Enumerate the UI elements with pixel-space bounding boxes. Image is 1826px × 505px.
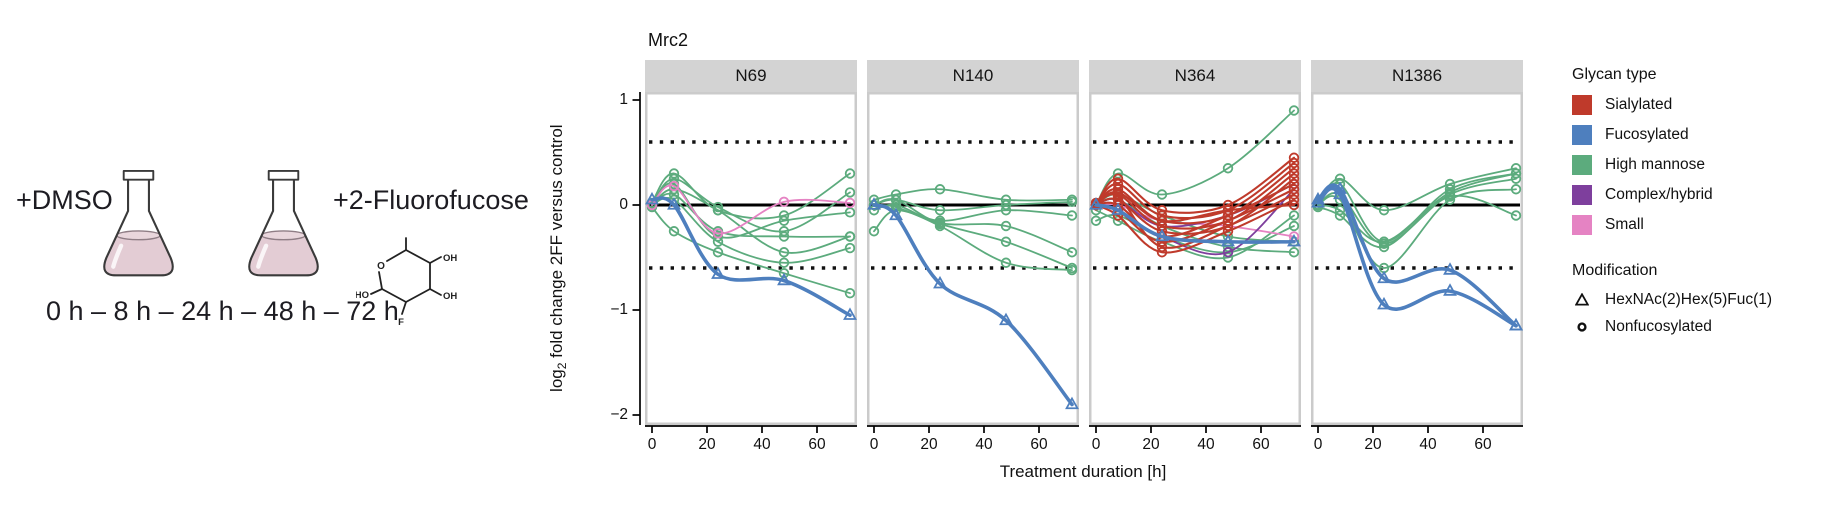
legend-item-label: Fucosylated <box>1605 126 1689 143</box>
molecule-ho-left: HO <box>356 290 369 301</box>
x-tick-label: 20 <box>920 436 938 453</box>
y-tick-label: 1 <box>619 91 628 108</box>
flask-dmso-label: +DMSO <box>16 185 113 215</box>
x-tick-label: 60 <box>1252 436 1270 453</box>
x-tick-label: 0 <box>1313 436 1323 453</box>
legend-modification-title: Modification <box>1572 262 1658 279</box>
fucosylated-swatch-icon <box>1572 125 1592 145</box>
small-swatch-icon <box>1572 215 1592 235</box>
flask-2ff-label: +2-Fluorofucose <box>333 185 529 215</box>
legend-item-high-mannose: High mannose <box>1572 150 1822 180</box>
facet-header-n69: N69 <box>645 60 857 92</box>
legend-item-nonfucosylated: Nonfucosylated <box>1572 313 1822 340</box>
flask-2ff-icon <box>248 169 319 277</box>
facet-plot-n69 <box>645 92 857 425</box>
circle-marker-icon <box>1572 321 1592 333</box>
molecule-ring-oxygen: O <box>377 261 385 272</box>
x-tick-label: 0 <box>1091 436 1101 453</box>
y-axis-label-sub: 2 <box>555 362 570 370</box>
legend-glycan-title: Glycan type <box>1572 66 1657 83</box>
y-tick-label: −1 <box>610 301 628 318</box>
facet-plot-n364 <box>1089 92 1301 425</box>
y-tick-label: −2 <box>610 406 628 423</box>
high-mannose-swatch-icon <box>1572 155 1592 175</box>
timeline-label: 0 h – 8 h – 24 h – 48 h – 72 h <box>46 296 399 326</box>
legend-item-label: Complex/hybrid <box>1605 186 1713 203</box>
x-tick-label: 40 <box>1419 436 1437 453</box>
triangle-marker-icon <box>1572 293 1592 306</box>
legend-item-label: Small <box>1605 216 1644 233</box>
chart-title: Mrc2 <box>648 30 688 50</box>
y-axis-label-rest: fold change 2FF versus control <box>546 124 566 363</box>
x-tick-label: 40 <box>975 436 993 453</box>
x-tick-label: 60 <box>1474 436 1492 453</box>
fluorofucose-molecule-icon: O OH OH HO F <box>356 237 457 328</box>
flask-dmso-icon <box>103 169 174 277</box>
y-axis-label-prefix: log <box>546 369 566 392</box>
legend-item-label: Sialylated <box>1605 96 1673 113</box>
legend-item-label: High mannose <box>1605 156 1705 173</box>
x-tick-label: 60 <box>808 436 826 453</box>
legend-item-fucosylated: Fucosylated <box>1572 120 1822 150</box>
facet-header-n364: N364 <box>1089 60 1301 92</box>
complex-hybrid-swatch-icon <box>1572 185 1592 205</box>
x-tick-label: 0 <box>869 436 879 453</box>
x-tick-label: 40 <box>753 436 771 453</box>
x-tick-label: 20 <box>1142 436 1160 453</box>
facet-plot-n1386 <box>1311 92 1523 425</box>
x-axis-label: Treatment duration [h] <box>999 462 1167 481</box>
facet-header-n1386: N1386 <box>1311 60 1523 92</box>
y-axis-label: log2 fold change 2FF versus control <box>547 88 569 428</box>
facet-header-n140: N140 <box>867 60 1079 92</box>
y-tick-label: 0 <box>619 196 628 213</box>
legend-item-complex-hybrid: Complex/hybrid <box>1572 180 1822 210</box>
molecule-fluorine: F <box>398 317 404 328</box>
x-tick-label: 20 <box>1364 436 1382 453</box>
legend-item-sialylated: Sialylated <box>1572 90 1822 120</box>
legend-item-label: HexNAc(2)Hex(5)Fuc(1) <box>1605 290 1773 308</box>
legend: Glycan type Sialylated Fucosylated High … <box>1572 66 1822 340</box>
x-tick-label: 20 <box>698 436 716 453</box>
sialylated-swatch-icon <box>1572 95 1592 115</box>
facet-plot-n140 <box>867 92 1079 425</box>
x-tick-label: 40 <box>1197 436 1215 453</box>
molecule-oh-top: OH <box>443 253 457 264</box>
legend-item-small: Small <box>1572 210 1822 240</box>
x-tick-label: 60 <box>1030 436 1048 453</box>
molecule-oh-right: OH <box>443 291 457 302</box>
legend-item-fucosylated-mod: HexNAc(2)Hex(5)Fuc(1) <box>1572 286 1822 313</box>
x-tick-label: 0 <box>647 436 657 453</box>
legend-item-label: Nonfucosylated <box>1605 317 1712 335</box>
